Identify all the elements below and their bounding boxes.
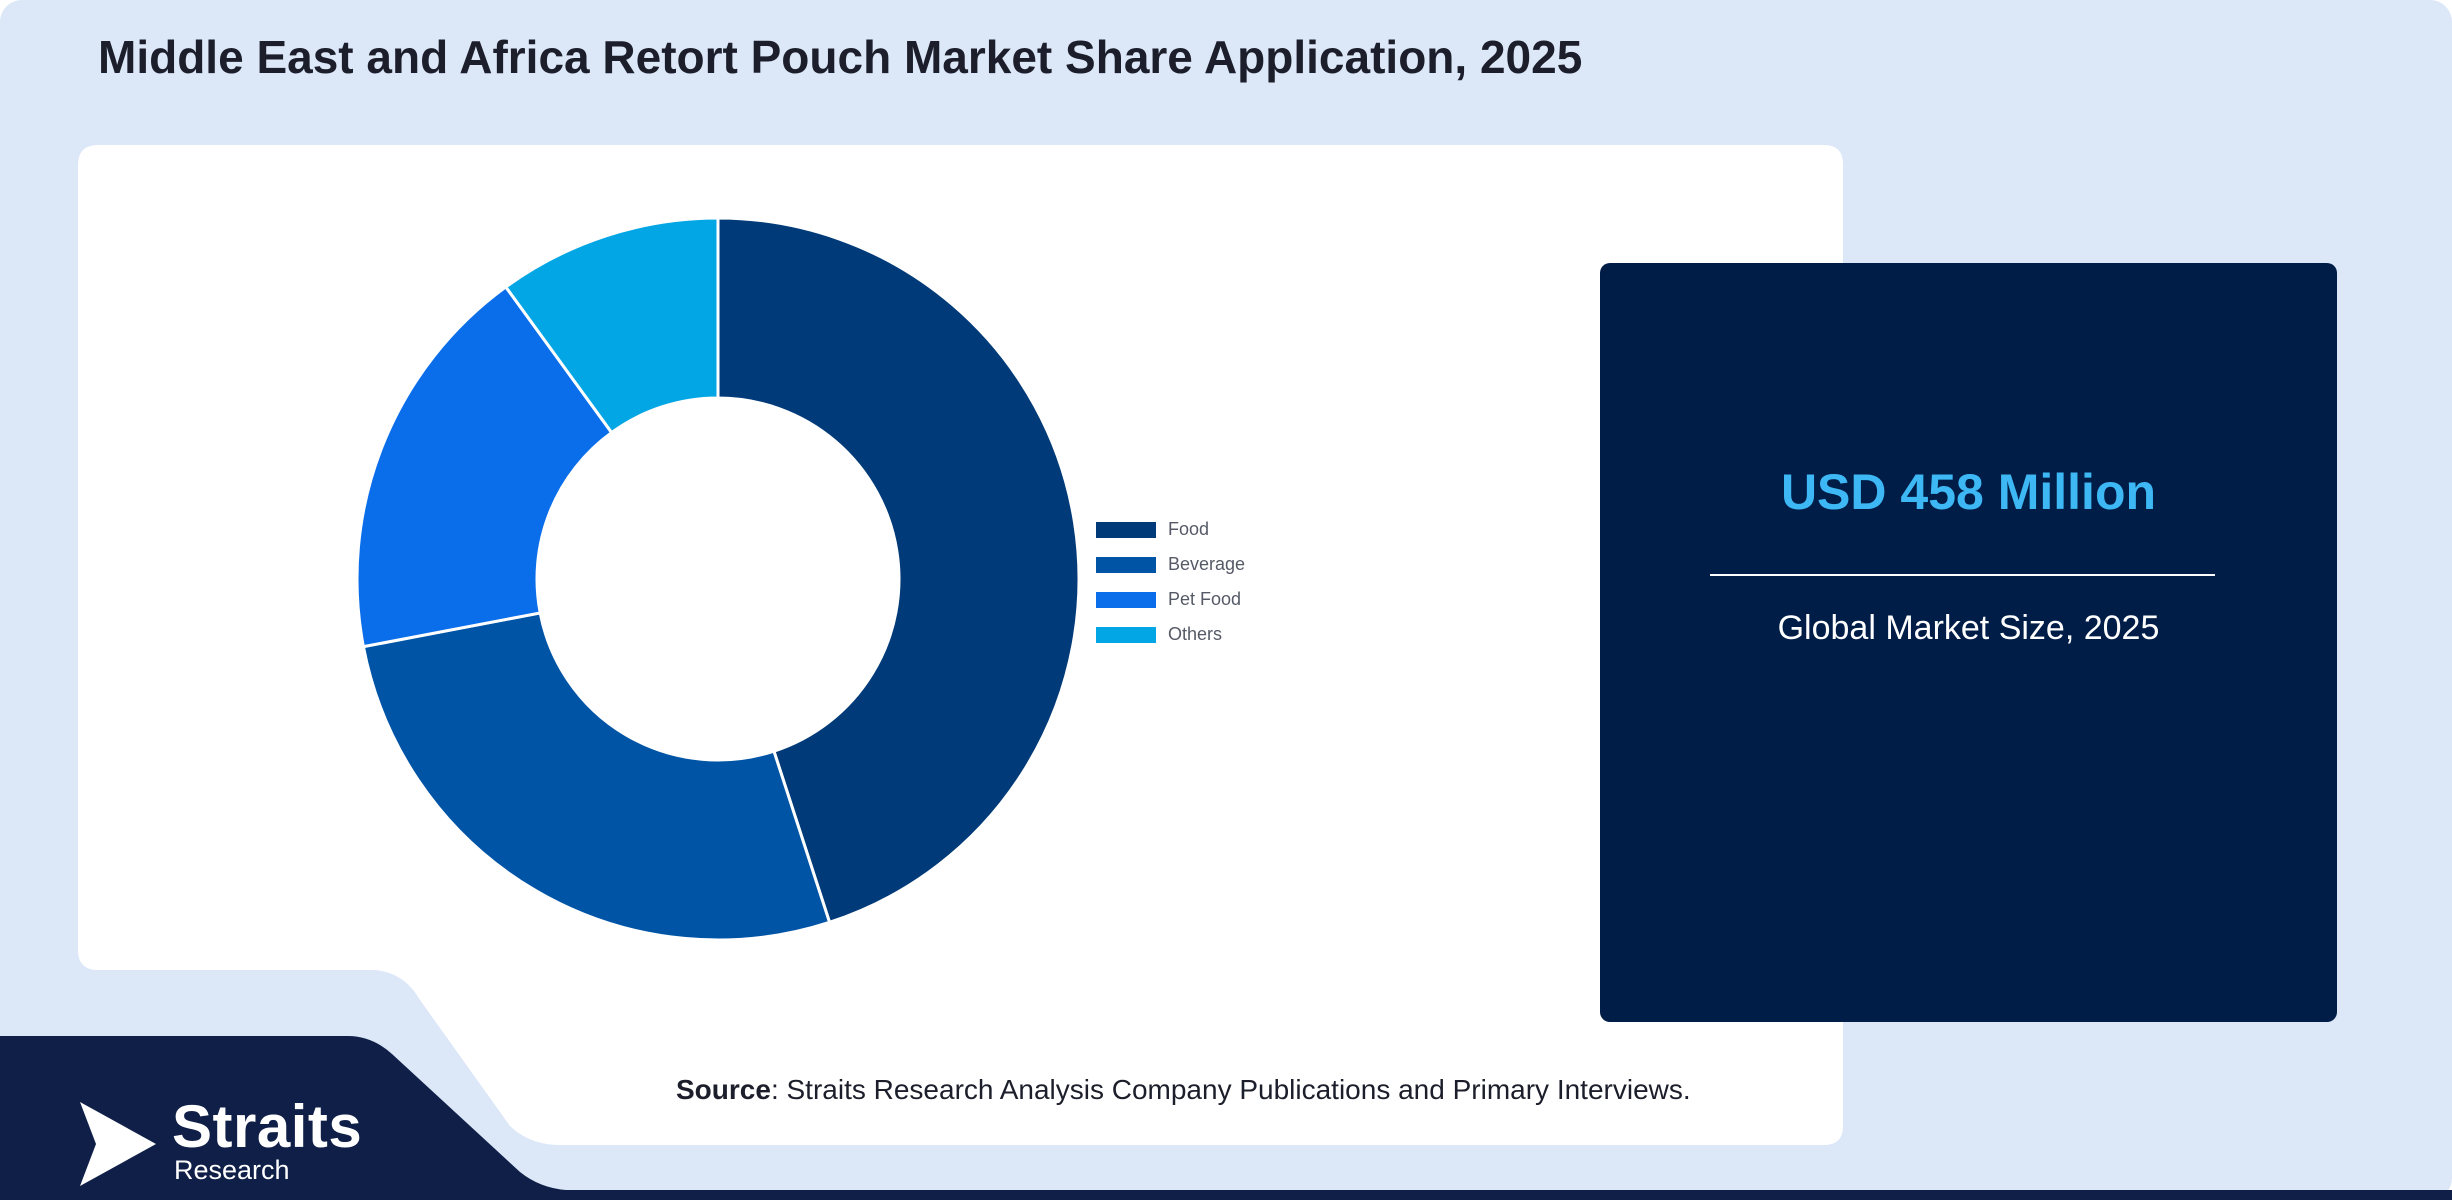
legend-item-food: Food — [1096, 512, 1245, 547]
page-title: Middle East and Africa Retort Pouch Mark… — [98, 31, 1583, 83]
donut-slice-food — [716, 216, 1081, 925]
legend-label-pet-food: Pet Food — [1168, 589, 1242, 609]
logo-wordmark: Straits — [172, 1093, 363, 1160]
source-key: Source — [676, 1074, 771, 1105]
legend-swatch-pet-food — [1096, 591, 1156, 608]
legend-label-beverage: Beverage — [1168, 554, 1246, 574]
donut-slice-pet-food — [355, 284, 614, 649]
donut-slice-beverage — [361, 611, 832, 942]
legend-item-others: Others — [1096, 617, 1245, 652]
logo-subtitle: Research — [174, 1155, 290, 1185]
legend-item-beverage: Beverage — [1096, 547, 1245, 582]
legend-swatch-beverage — [1096, 556, 1156, 573]
straits-research-logo: Straits Research — [78, 1093, 398, 1186]
donut-slice-others — [503, 216, 720, 435]
stat-divider — [1710, 574, 2215, 576]
legend-swatch-others — [1096, 626, 1156, 643]
legend-item-pet-food: Pet Food — [1096, 582, 1245, 617]
logo-arrow-icon — [80, 1102, 156, 1186]
market-size-label: Global Market Size, 2025 — [1777, 609, 2160, 647]
legend-label-others: Others — [1168, 624, 1223, 644]
market-size-box: USD 458 Million Global Market Size, 2025 — [1600, 263, 2337, 1022]
source-text: : Straits Research Analysis Company Publ… — [770, 1074, 1691, 1105]
legend-label-food: Food — [1168, 519, 1210, 539]
chart-legend: Food Beverage Pet Food Others — [1096, 512, 1245, 652]
market-size-value: USD 458 Million — [1780, 464, 2157, 520]
legend-swatch-food — [1096, 521, 1156, 538]
source-note: Source: Straits Research Analysis Compan… — [676, 1074, 1691, 1106]
